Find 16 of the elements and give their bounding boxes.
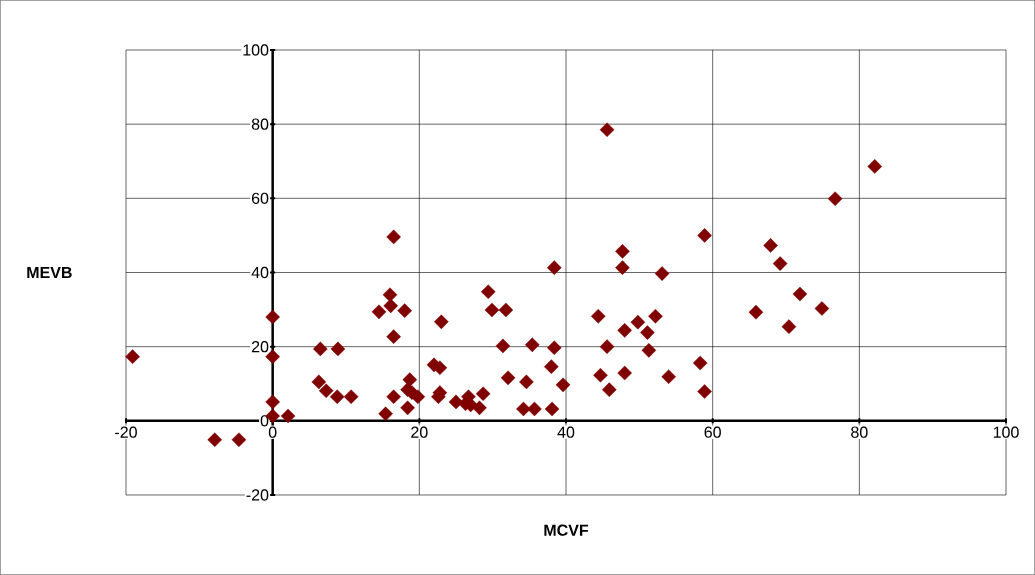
y-axis-title: MEVB — [27, 266, 72, 278]
x-tick-label: 100 — [993, 426, 1019, 438]
y-tick-label: 20 — [251, 341, 269, 353]
x-tick-label: 20 — [411, 426, 428, 438]
x-tick-label: 80 — [851, 426, 868, 438]
x-tick-label: 60 — [704, 426, 721, 438]
y-tick-label: 40 — [251, 266, 269, 279]
x-tick-label: -20 — [115, 426, 137, 438]
x-tick-label: 0 — [268, 426, 277, 438]
y-tick-label: 0 — [260, 415, 269, 427]
y-tick-label: 80 — [251, 118, 269, 130]
y-tick-label: 60 — [251, 192, 269, 204]
x-tick-label: 40 — [557, 426, 575, 438]
y-tick-label: -20 — [246, 489, 269, 501]
y-tick-label: 100 — [243, 44, 269, 56]
x-axis-title: MCVF — [544, 524, 589, 536]
